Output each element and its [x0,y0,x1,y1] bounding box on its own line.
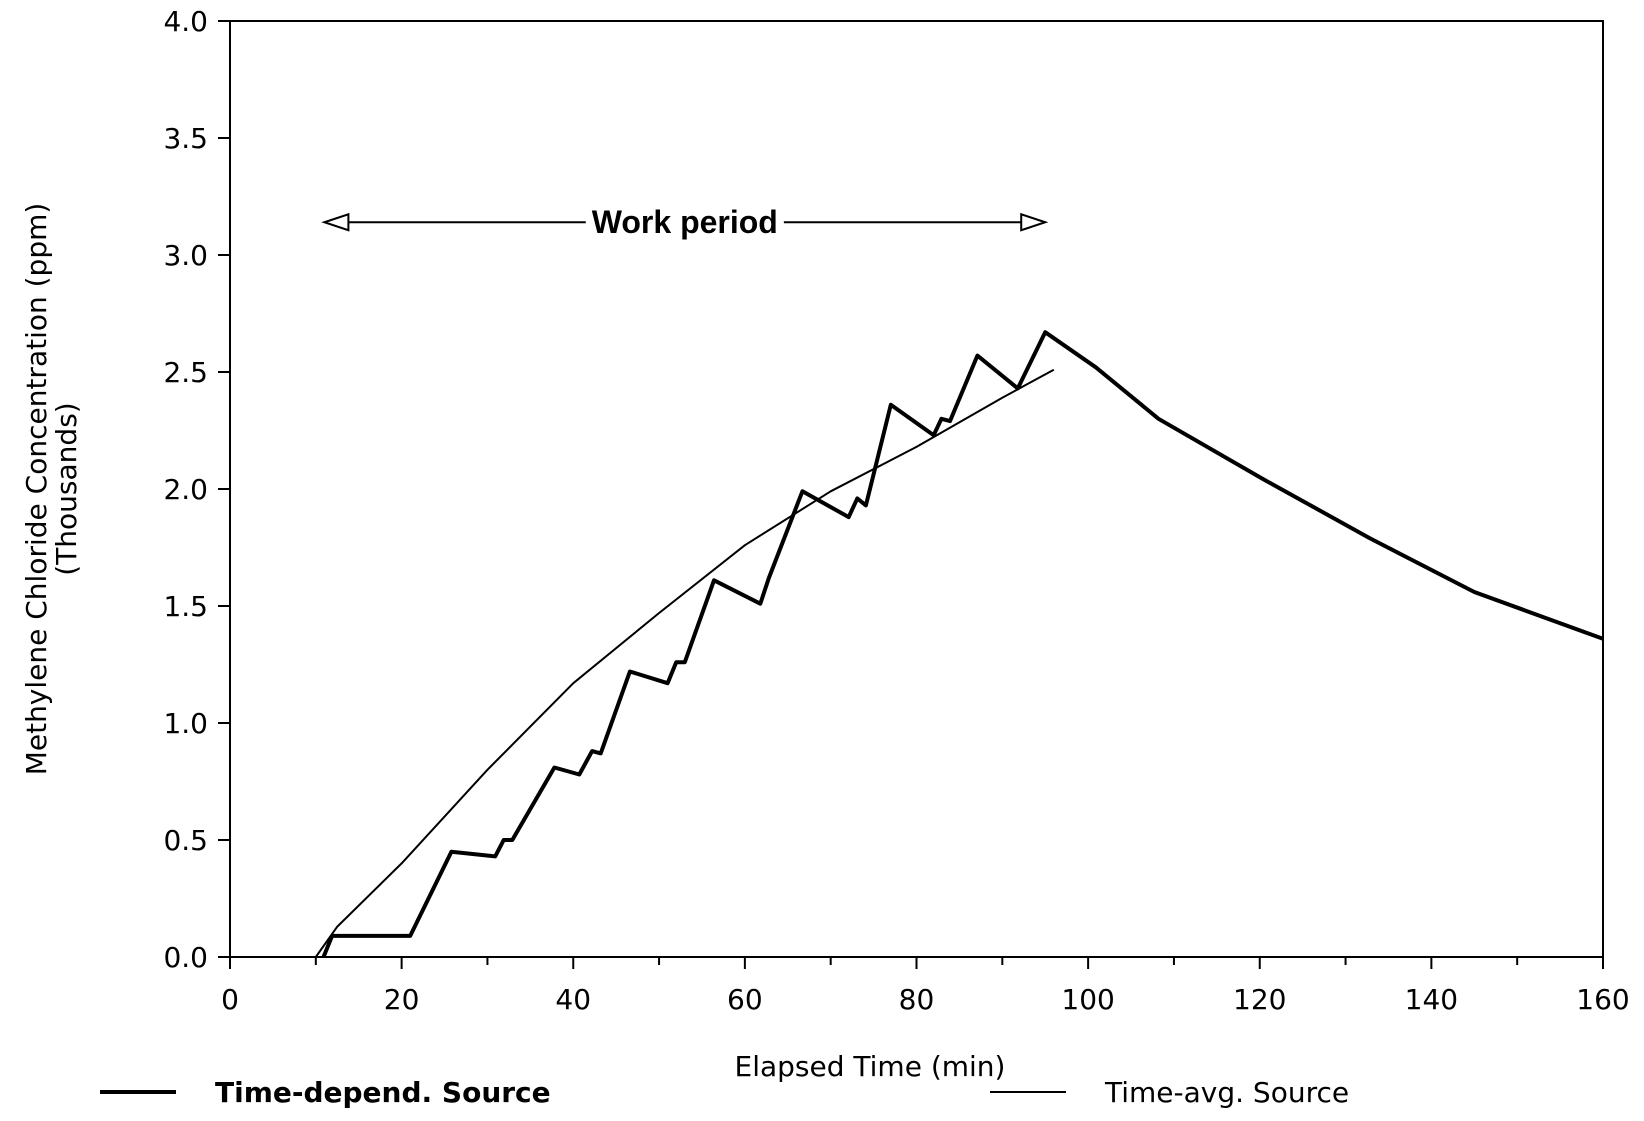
x-tick-label: 100 [1061,983,1114,1016]
x-tick-label: 120 [1233,983,1286,1016]
y-tick-label: 0.5 [163,824,208,857]
x-tick-label: 40 [555,983,591,1016]
x-tick-label: 140 [1405,983,1458,1016]
y-tick-label: 4.0 [163,5,208,38]
arrow-head [1020,212,1049,232]
x-tick-label: 60 [727,983,763,1016]
plot-frame [229,20,1604,958]
y-tick-label: 1.0 [163,707,208,740]
x-tick-label: 20 [384,983,420,1016]
x-tick-label: 160 [1576,983,1629,1016]
y-tick-label: 3.5 [163,122,208,155]
y-tick-label: 3.0 [163,239,208,272]
y-axis-label: (Thousands) [50,402,83,575]
arrow-head [321,212,350,232]
x-tick-label: 0 [221,983,239,1016]
x-tick-label: 80 [899,983,935,1016]
series-line [321,330,1604,958]
x-axis-label: Elapsed Time (min) [735,1050,1006,1083]
legend-label: Time-avg. Source [1104,1076,1349,1109]
annotation-label: Work period [592,204,778,240]
y-tick-label: 2.0 [163,473,208,506]
y-tick-label: 0.0 [163,941,208,974]
y-tick-label: 1.5 [163,590,208,623]
series-line [314,368,1055,958]
y-axis-label: Methylene Chloride Concentration (ppm) [20,203,53,776]
y-tick-label: 2.5 [163,356,208,389]
legend-label: Time-depend. Source [215,1076,551,1109]
